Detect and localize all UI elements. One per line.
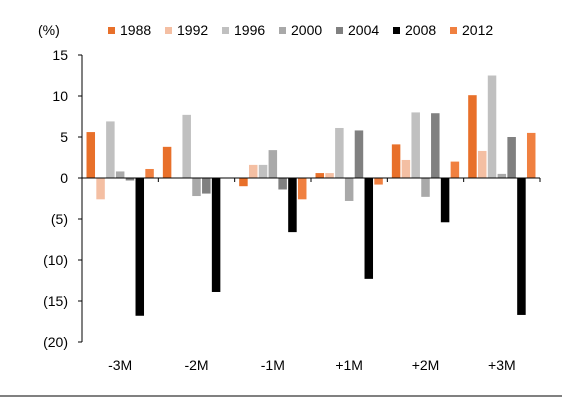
bar-1996-+1M [335,127,344,178]
bar-1992--1M [248,164,258,178]
legend-swatch-1996 [222,27,229,34]
bar-1992-+3M [477,150,487,178]
legend: 1988 1992 1996 2000 2004 2008 2012 [108,22,493,38]
bar-2004--1M [278,178,287,190]
bar-1996-+2M [411,112,420,178]
bar-1992-+2M [401,159,411,178]
bar-2004-+3M [507,137,516,178]
bar-1988--3M [86,132,96,178]
legend-swatch-2008 [393,27,400,34]
bar-1988-+2M [391,144,401,178]
y-tick-label: (15) [43,293,68,309]
bar-2000-+3M [497,173,507,178]
y-unit-label: (%) [38,22,60,38]
x-tick-label: +3M [488,357,516,373]
bar-1992--3M [96,178,105,200]
bar-2004--2M [202,178,211,194]
bar-1988-+1M [315,173,325,178]
bar-2008-+1M [364,178,374,279]
legend-label-2000: 2000 [291,22,322,38]
bar-1996--3M [106,121,115,178]
bar-2008-+2M [440,178,450,223]
bar-1988-+3M [468,95,477,178]
bar-1992-+1M [325,173,334,178]
y-tick-label: 5 [60,129,68,145]
x-tick-label: +2M [412,357,440,373]
legend-label-2008: 2008 [405,22,436,38]
bar-2000--3M [115,171,125,178]
x-axis-category-labels: -3M -2M -1M +1M +2M +3M [108,357,516,373]
x-tick-label: -1M [261,357,285,373]
legend-label-2004: 2004 [348,22,379,38]
bar-1996--2M [182,114,191,178]
bar-2008-+3M [517,178,526,315]
y-tick-label: 0 [60,170,68,186]
y-tick-label: 10 [52,88,68,104]
legend-swatch-2012 [450,27,457,34]
legend-label-1992: 1992 [177,22,208,38]
bar-2008--2M [211,178,221,292]
bar-2004--3M [125,178,135,181]
legend-label-2012: 2012 [462,22,493,38]
legend-swatch-2004 [336,27,343,34]
x-tick-label: -3M [108,357,132,373]
y-tick-label: (20) [43,334,68,350]
bar-2004-+1M [354,130,364,178]
x-tick-label: -2M [184,357,208,373]
bar-2000--2M [192,178,201,197]
bar-2012-+2M [450,161,460,178]
y-tick-label: (10) [43,252,68,268]
bar-2000-+2M [421,178,430,197]
bar-2012--1M [297,178,307,200]
bar-2012-+1M [374,178,383,185]
x-tick-label: +1M [335,357,363,373]
legend-swatch-2000 [279,27,286,34]
legend-label-1988: 1988 [120,22,151,38]
legend-swatch-1992 [165,27,172,34]
bar-2012--3M [145,168,154,178]
bars [86,75,536,316]
bar-2004-+2M [431,113,440,178]
bar-1988--1M [239,178,248,187]
bar-2012-+3M [526,132,536,178]
bar-1996-+3M [487,75,497,178]
y-tick-label: (5) [51,211,68,227]
bar-1996--1M [258,164,268,178]
bar-2000-+1M [344,178,354,201]
x-axis-tick-marks [81,178,541,182]
bar-1988--2M [162,146,172,178]
bar-2008--3M [135,178,145,316]
y-axis-tick-labels: 15 10 5 0 (5) (10) (15) (20) [43,47,82,350]
legend-swatch-1988 [108,27,115,34]
bar-2008--1M [288,178,297,233]
bar-2000--1M [268,150,278,178]
legend-label-1996: 1996 [234,22,265,38]
y-tick-label: 15 [52,47,68,63]
